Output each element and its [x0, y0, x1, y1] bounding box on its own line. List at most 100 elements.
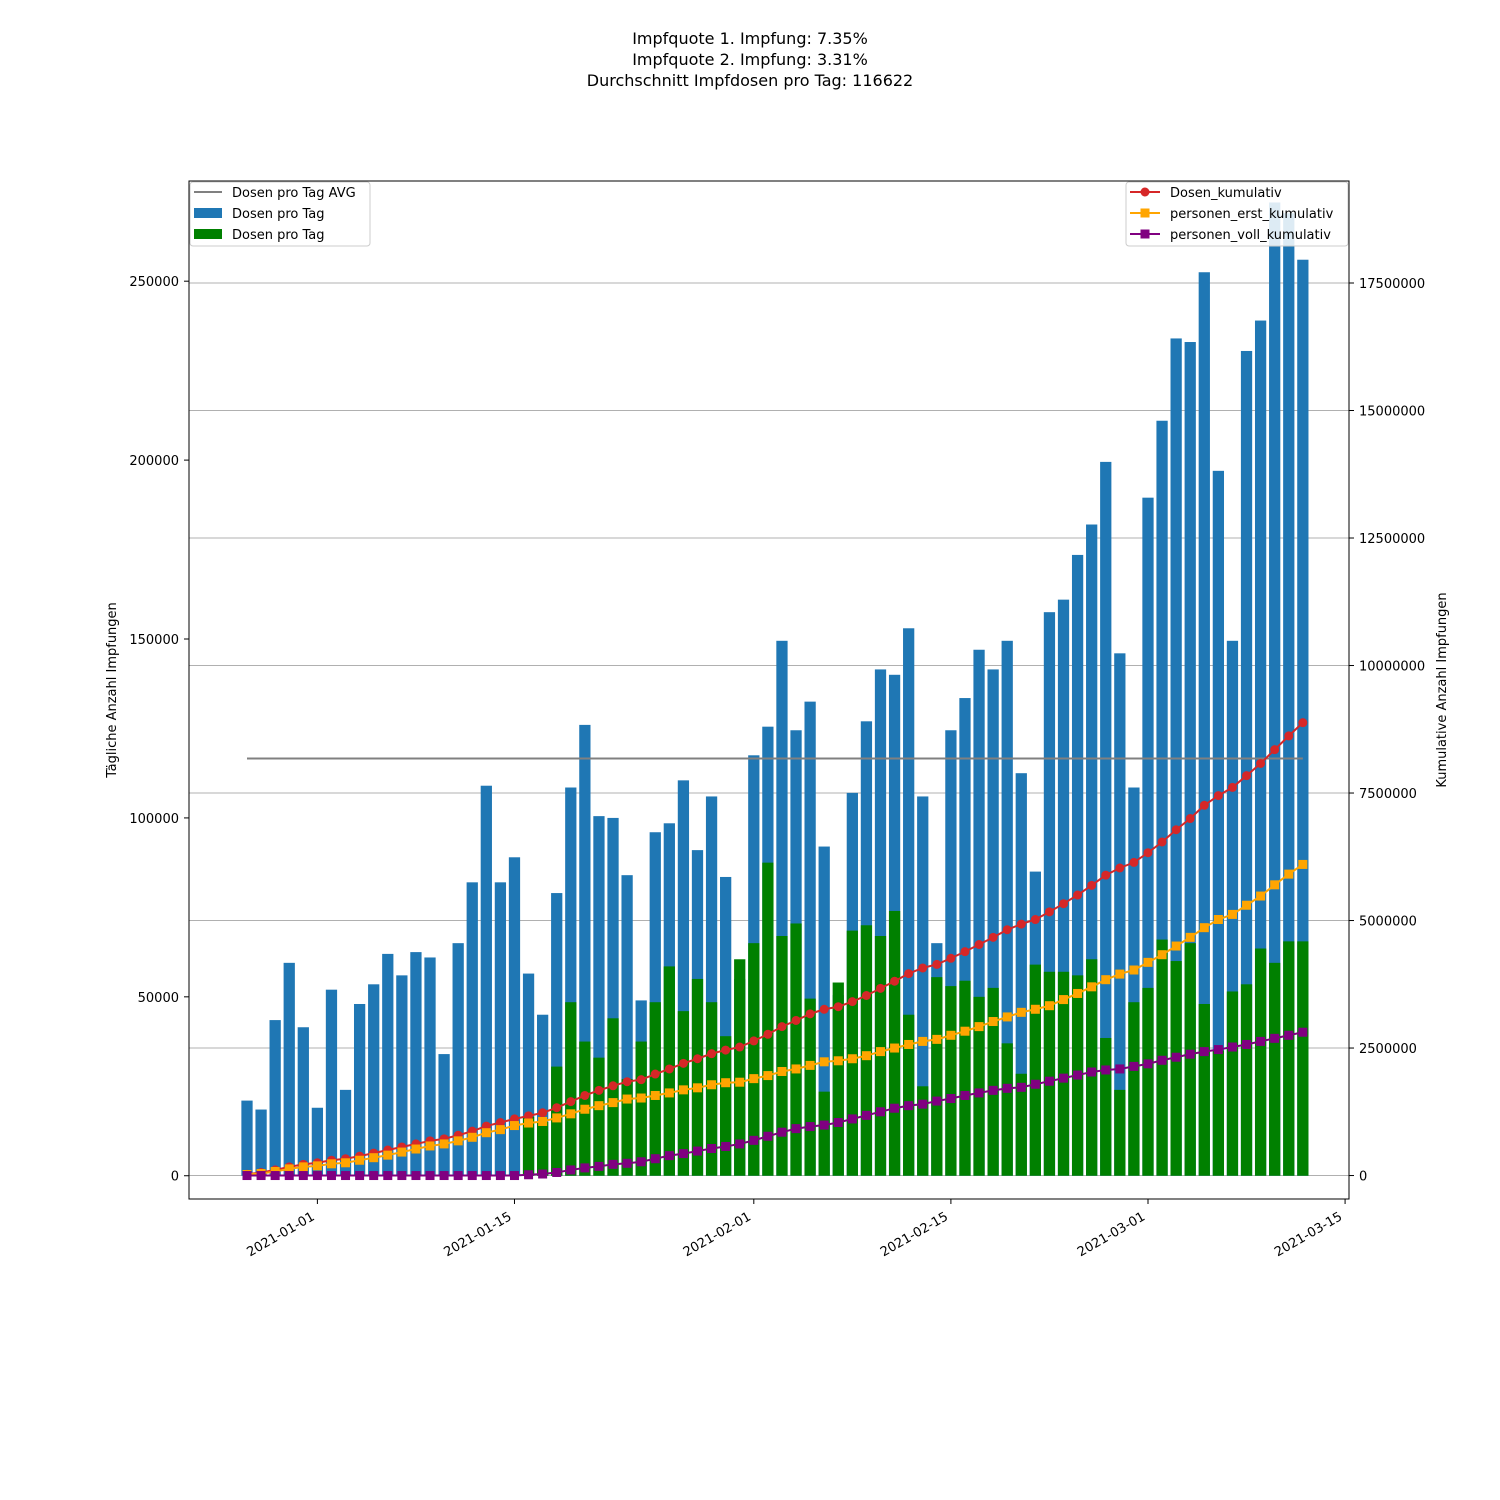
point-dosen-kumulativ — [1298, 718, 1308, 728]
bar-dosen-pro-tag — [1297, 259, 1309, 1176]
point-personen-voll-kumulativ — [1101, 1065, 1111, 1075]
left-axis-tick-label: 0 — [171, 1170, 179, 1185]
point-personen-erst-kumulativ — [735, 1077, 745, 1087]
bar-dosen-pro-tag — [1254, 320, 1267, 1176]
point-personen-erst-kumulativ — [411, 1144, 421, 1154]
point-personen-erst-kumulativ — [284, 1164, 294, 1174]
point-dosen-kumulativ — [622, 1077, 632, 1087]
point-personen-voll-kumulativ — [1030, 1079, 1040, 1089]
point-personen-erst-kumulativ — [692, 1083, 702, 1093]
point-personen-erst-kumulativ — [1242, 900, 1252, 910]
bar-dosen-pro-tag — [1100, 461, 1112, 1176]
point-personen-voll-kumulativ — [636, 1157, 646, 1167]
bar-dosen-pro-tag-2 — [1254, 948, 1267, 1176]
left-axis-tick-label: 150000 — [129, 633, 179, 648]
bar-dosen-pro-tag — [607, 817, 619, 1176]
line-personen-voll-kumulativ — [247, 1031, 1304, 1177]
point-personen-erst-kumulativ — [805, 1060, 815, 1070]
bar-dosen-pro-tag-2 — [635, 1041, 647, 1176]
bar-dosen-pro-tag — [269, 1020, 281, 1176]
bar-dosen-pro-tag — [311, 1107, 324, 1176]
point-personen-erst-kumulativ — [650, 1090, 660, 1100]
point-dosen-kumulativ — [904, 969, 914, 979]
point-dosen-kumulativ — [650, 1069, 660, 1079]
point-personen-erst-kumulativ — [397, 1147, 407, 1157]
point-personen-erst-kumulativ — [566, 1109, 576, 1119]
point-personen-voll-kumulativ — [425, 1171, 435, 1181]
point-personen-erst-kumulativ — [355, 1155, 365, 1165]
bar-dosen-pro-tag-2 — [832, 982, 844, 1176]
point-dosen-kumulativ — [1284, 731, 1294, 741]
point-personen-voll-kumulativ — [1059, 1073, 1069, 1083]
point-personen-voll-kumulativ — [1087, 1067, 1097, 1077]
point-personen-erst-kumulativ — [425, 1141, 435, 1151]
bar-dosen-pro-tag — [1156, 420, 1168, 1176]
left-axis-tick-label: 250000 — [129, 275, 179, 290]
point-dosen-kumulativ — [974, 940, 984, 949]
point-dosen-kumulativ — [1002, 925, 1012, 935]
point-dosen-kumulativ — [636, 1075, 646, 1085]
point-personen-erst-kumulativ — [1016, 1007, 1026, 1017]
bar-dosen-pro-tag — [1057, 599, 1070, 1176]
bar-dosen-pro-tag-2 — [762, 862, 774, 1176]
point-personen-voll-kumulativ — [566, 1165, 576, 1175]
bar-dosen-pro-tag-2 — [691, 978, 704, 1176]
bar-dosen-pro-tag-2 — [818, 1091, 830, 1176]
point-personen-erst-kumulativ — [1213, 915, 1223, 925]
point-personen-voll-kumulativ — [1143, 1059, 1153, 1069]
bar-dosen-pro-tag-2 — [945, 986, 957, 1176]
point-personen-erst-kumulativ — [439, 1139, 449, 1149]
point-dosen-kumulativ — [988, 932, 998, 942]
point-personen-erst-kumulativ — [819, 1057, 829, 1067]
point-personen-voll-kumulativ — [580, 1163, 590, 1173]
left-axis-tick-label: 200000 — [129, 454, 179, 469]
right-axis-tick-label: 2500000 — [1359, 1042, 1417, 1057]
bar-dosen-pro-tag — [1269, 202, 1281, 1176]
bar-dosen-pro-tag-2 — [1212, 1050, 1225, 1176]
bar-dosen-pro-tag — [1043, 612, 1056, 1176]
bar-dosen-pro-tag-2 — [1043, 971, 1056, 1176]
point-personen-erst-kumulativ — [467, 1132, 477, 1142]
bar-dosen-pro-tag-2 — [748, 943, 760, 1176]
point-dosen-kumulativ — [777, 1022, 787, 1032]
point-personen-voll-kumulativ — [946, 1094, 956, 1104]
point-personen-voll-kumulativ — [411, 1171, 421, 1181]
point-personen-voll-kumulativ — [1242, 1039, 1252, 1049]
bar-dosen-pro-tag-2 — [1297, 941, 1309, 1176]
point-personen-voll-kumulativ — [298, 1171, 308, 1181]
figure-title-line-1: Impfquote 1. Impfung: 7.35% — [632, 29, 868, 48]
point-personen-voll-kumulativ — [1129, 1061, 1139, 1071]
point-personen-erst-kumulativ — [974, 1022, 984, 1032]
bar-dosen-pro-tag — [945, 730, 957, 1176]
bar-dosen-pro-tag-2 — [1226, 991, 1239, 1176]
bar-dosen-pro-tag-2 — [776, 936, 788, 1176]
x-axis-tick-label: 2021-03-15 — [1272, 1209, 1345, 1260]
bar-dosen-pro-tag-2 — [1240, 984, 1253, 1176]
bar-dosen-pro-tag — [987, 669, 999, 1176]
point-personen-voll-kumulativ — [256, 1171, 266, 1181]
bar-dosen-pro-tag-2 — [959, 980, 971, 1176]
point-personen-voll-kumulativ — [1171, 1052, 1181, 1062]
point-dosen-kumulativ — [566, 1097, 576, 1107]
point-personen-erst-kumulativ — [876, 1047, 886, 1057]
bar-dosen-pro-tag — [579, 724, 591, 1176]
point-personen-erst-kumulativ — [721, 1078, 731, 1088]
bar-dosen-pro-tag — [1170, 338, 1182, 1176]
point-personen-voll-kumulativ — [932, 1096, 942, 1106]
bar-dosen-pro-tag-2 — [973, 996, 985, 1176]
point-personen-voll-kumulativ — [847, 1114, 857, 1124]
bar-dosen-pro-tag — [368, 984, 380, 1176]
point-dosen-kumulativ — [1270, 745, 1280, 755]
bar-dosen-pro-tag — [551, 893, 563, 1176]
right-axis-tick-label: 17500000 — [1359, 277, 1425, 292]
bar-dosen-pro-tag — [1198, 272, 1210, 1176]
bar-dosen-pro-tag-2 — [522, 1116, 535, 1176]
point-personen-voll-kumulativ — [355, 1171, 365, 1181]
bar-dosen-pro-tag — [705, 796, 718, 1176]
point-personen-voll-kumulativ — [524, 1170, 534, 1180]
legend-right-box — [1125, 181, 1349, 247]
bar-dosen-pro-tag — [325, 989, 338, 1176]
point-personen-erst-kumulativ — [1256, 891, 1266, 901]
point-dosen-kumulativ — [890, 976, 900, 986]
